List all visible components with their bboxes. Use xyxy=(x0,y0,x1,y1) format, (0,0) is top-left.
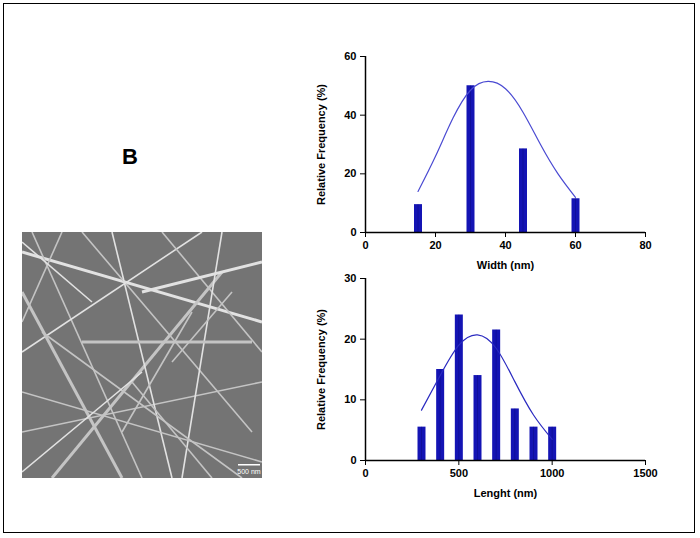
html-text:B: B xyxy=(122,144,138,169)
svg-text:0: 0 xyxy=(350,226,356,238)
svg-text:0: 0 xyxy=(362,467,368,479)
svg-text:1500: 1500 xyxy=(633,467,657,479)
svg-text:40: 40 xyxy=(344,109,356,121)
svg-text:0: 0 xyxy=(350,454,356,466)
svg-text:40: 40 xyxy=(499,239,511,251)
svg-text:80: 80 xyxy=(639,239,651,251)
svg-text:Relative Frequency (%): Relative Frequency (%) xyxy=(315,84,327,205)
svg-text:Width (nm): Width (nm) xyxy=(477,259,535,271)
svg-text:20: 20 xyxy=(429,239,441,251)
svg-text:10: 10 xyxy=(344,393,356,405)
svg-text:Lenght (nm): Lenght (nm) xyxy=(474,487,538,499)
svg-text:0: 0 xyxy=(362,239,368,251)
svg-text:30: 30 xyxy=(344,272,356,284)
svg-text:20: 20 xyxy=(344,167,356,179)
svg-text:500 nm: 500 nm xyxy=(237,468,261,475)
svg-text:20: 20 xyxy=(344,333,356,345)
svg-text:60: 60 xyxy=(344,50,356,62)
svg-text:1000: 1000 xyxy=(540,467,564,479)
svg-text:60: 60 xyxy=(569,239,581,251)
svg-text:500: 500 xyxy=(450,467,468,479)
svg-text:Relative Frequency (%): Relative Frequency (%) xyxy=(315,309,327,430)
